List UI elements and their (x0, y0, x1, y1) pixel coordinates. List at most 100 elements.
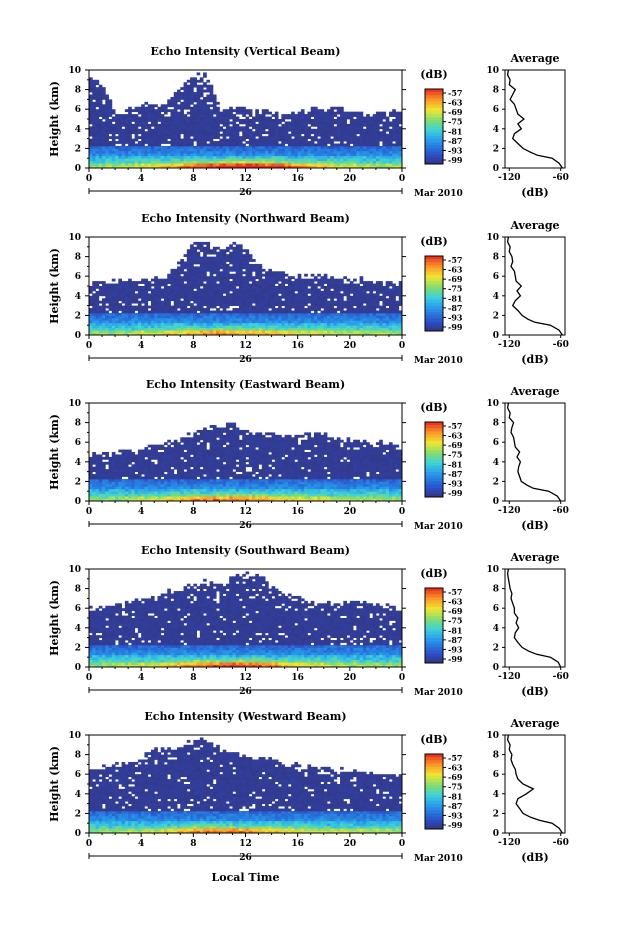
heatmap-cell (216, 300, 220, 304)
heatmap-cell (245, 303, 250, 306)
heatmap-cell (222, 266, 227, 270)
heatmap-cell (209, 303, 214, 306)
heatmap-cell (229, 111, 233, 115)
heatmap-cell (274, 310, 279, 314)
heatmap-cell (180, 119, 184, 122)
profile-x-axis-label: (dB) (521, 186, 548, 199)
heatmap-cell (281, 310, 286, 314)
heatmap-cell (193, 310, 197, 314)
heatmap-cell (128, 300, 132, 304)
heatmap-cell (154, 322, 158, 326)
heatmap-cell (304, 281, 308, 284)
heatmap-cell (398, 136, 403, 139)
heatmap-cell (193, 256, 197, 260)
heatmap-cell (111, 141, 116, 144)
heatmap-cell (238, 308, 243, 311)
heatmap-cell (261, 290, 266, 294)
heatmap-cell (242, 256, 246, 260)
heatmap-cell (362, 295, 367, 299)
heatmap-cell (219, 305, 224, 309)
heatmap-cell (375, 143, 380, 147)
heatmap-cell (196, 133, 201, 137)
heatmap-cell (294, 141, 299, 144)
heatmap-cell (134, 133, 139, 137)
heatmap-cell (95, 79, 100, 83)
heatmap-cell (105, 148, 109, 152)
heatmap-cell (219, 271, 224, 275)
heatmap-cell (372, 300, 377, 304)
heatmap-cell (219, 141, 224, 144)
heatmap-cell (150, 104, 155, 108)
heatmap-cell (235, 126, 240, 130)
heatmap-cell (150, 143, 155, 147)
heatmap-cell (190, 312, 194, 316)
heatmap-cell (297, 138, 302, 142)
heatmap-cell (134, 322, 139, 326)
heatmap-cell (199, 271, 204, 275)
heatmap-cell (89, 476, 93, 480)
heatmap-cell (124, 300, 129, 304)
heatmap-cell (317, 290, 321, 294)
heatmap-cell (320, 150, 325, 154)
heatmap-cell (203, 158, 207, 162)
heatmap-cell (199, 133, 204, 137)
heatmap-cell (261, 123, 266, 127)
heatmap-cell (183, 283, 188, 287)
heatmap-cell (144, 123, 149, 127)
heatmap-cell (271, 286, 276, 289)
heatmap-cell (102, 165, 106, 169)
heatmap-cell (212, 295, 217, 299)
heatmap-cell (144, 325, 149, 329)
heatmap-cell (340, 278, 344, 282)
heatmap-cell (157, 281, 162, 284)
heatmap-cell (160, 305, 165, 309)
colorbar-swatch (425, 126, 443, 130)
heatmap-cell (356, 111, 361, 115)
heatmap-cell (193, 145, 197, 149)
heatmap-cell (232, 281, 237, 284)
heatmap-cell (193, 286, 197, 289)
heatmap-cell (121, 155, 126, 159)
heatmap-cell (190, 251, 194, 255)
heatmap-cell (225, 293, 230, 297)
heatmap-cell (186, 261, 191, 265)
heatmap-cell (147, 160, 152, 164)
heatmap-cell (196, 163, 201, 166)
heatmap-cell (395, 327, 400, 331)
heatmap-cell (190, 322, 194, 326)
heatmap-cell (167, 281, 171, 284)
heatmap-cell (150, 288, 155, 292)
heatmap-cell (281, 163, 286, 166)
heatmap-cell (392, 286, 396, 289)
heatmap-cell (229, 136, 233, 139)
heatmap-cell (206, 96, 211, 100)
heatmap-cell (369, 150, 374, 154)
heatmap-cell (154, 295, 158, 299)
heatmap-cell (245, 148, 250, 152)
heatmap-cell (206, 119, 211, 122)
heatmap-cell (177, 114, 181, 117)
heatmap-cell (392, 160, 396, 164)
heatmap-cell (297, 128, 302, 132)
heatmap-cell (177, 286, 181, 289)
heatmap-cell (128, 111, 132, 115)
heatmap-cell (310, 327, 315, 331)
heatmap-cell (199, 126, 204, 130)
heatmap-cell (212, 101, 217, 105)
heatmap-cell (333, 286, 338, 289)
heatmap-cell (183, 315, 188, 319)
heatmap-cell (274, 327, 279, 331)
heatmap-cell (193, 153, 197, 157)
heatmap-cell (209, 268, 214, 272)
heatmap-cell (170, 121, 175, 125)
heatmap-cell (219, 145, 224, 149)
heatmap-cell (392, 119, 396, 122)
heatmap-cell (118, 131, 122, 135)
heatmap-cell (379, 126, 383, 130)
heatmap-cell (261, 141, 266, 144)
heatmap-cell (369, 283, 374, 287)
heatmap-cell (157, 300, 162, 304)
heatmap-cell (173, 273, 178, 277)
heatmap-cell (173, 153, 178, 157)
heatmap-cell (369, 322, 374, 326)
